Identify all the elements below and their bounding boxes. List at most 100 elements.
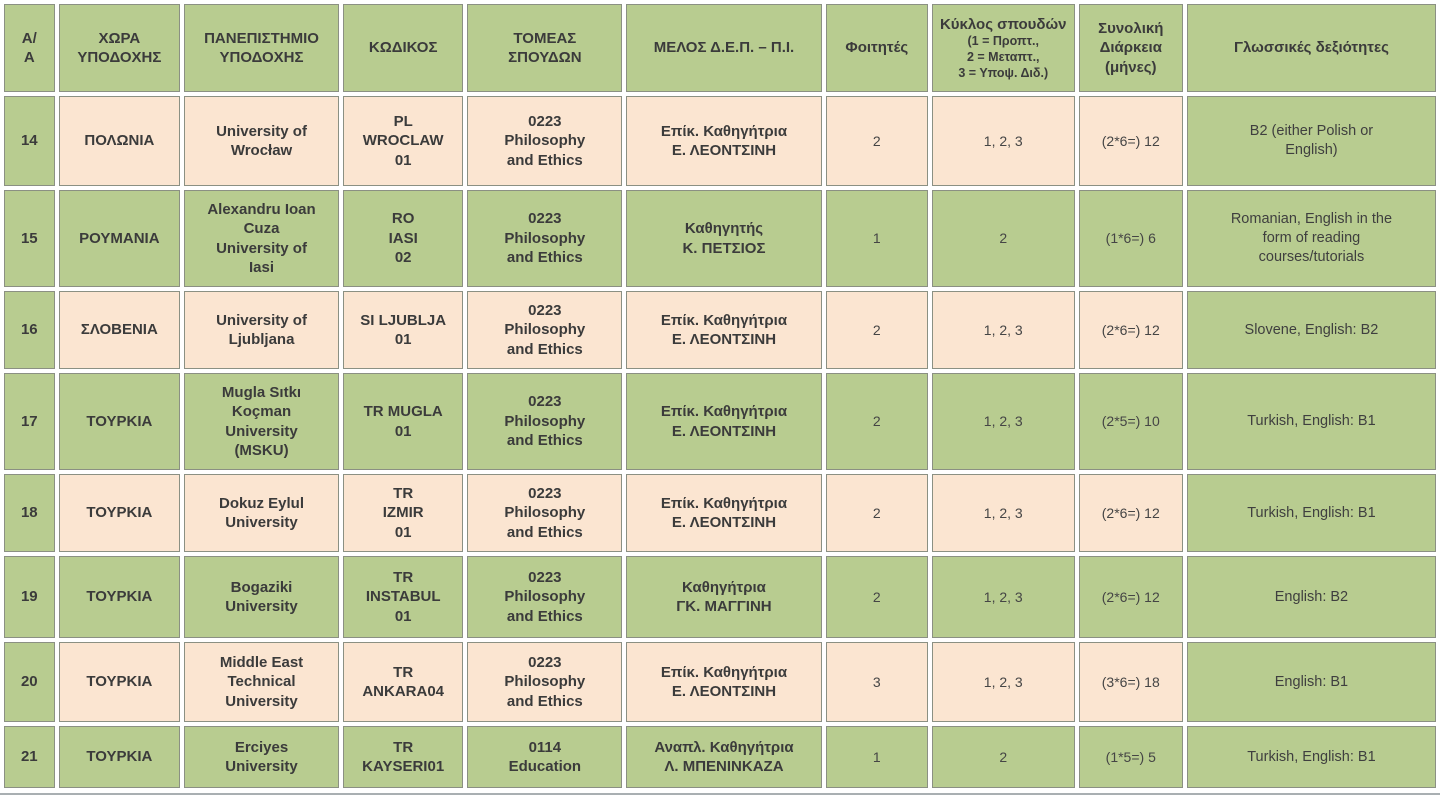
column-header-cycle: Κύκλος σπουδών (1 = Προπτ., 2 = Μεταπτ., … [931, 4, 1075, 92]
cell-cycle: 1, 2, 3 [931, 291, 1075, 369]
cell-university: Middle East Technical University [184, 642, 339, 722]
cell-languages: Slovene, English: B2 [1186, 291, 1436, 369]
cell-university: Erciyes University [184, 726, 339, 788]
cell-duration: (1*5=) 5 [1078, 726, 1183, 788]
cell-sector: 0223 Philosophy and Ethics [467, 642, 623, 722]
cell-member: Αναπλ. Καθηγήτρια Λ. ΜΠΕΝΙΝΚΑΖΑ [626, 726, 822, 788]
column-header-sector: ΤΟΜΕΑΣ ΣΠΟΥΔΩΝ [467, 4, 623, 92]
cell-aa: 18 [4, 474, 55, 552]
cell-code: TR INSTABUL 01 [342, 556, 464, 638]
column-header-label: ΧΩΡΑ ΥΠΟΔΟΧΗΣ [77, 29, 162, 67]
cell-university: Alexandru Ioan Cuza University of Iasi [184, 190, 339, 287]
cell-code: TR KAYSERI01 [342, 726, 464, 788]
cell-languages: B2 (either Polish or English) [1186, 96, 1436, 186]
cell-cycle: 1, 2, 3 [931, 642, 1075, 722]
column-header-code: ΚΩΔΙΚΟΣ [342, 4, 464, 92]
cell-member: Επίκ. Καθηγήτρια Ε. ΛΕΟΝΤΣΙΝΗ [626, 642, 822, 722]
cell-aa: 14 [4, 96, 55, 186]
cell-aa: 19 [4, 556, 55, 638]
cell-member: Επίκ. Καθηγήτρια Ε. ΛΕΟΝΤΣΙΝΗ [626, 291, 822, 369]
cell-country: ΤΟΥΡΚΙΑ [58, 474, 181, 552]
cell-cycle: 1, 2, 3 [931, 373, 1075, 470]
cell-university: Dokuz Eylul University [184, 474, 339, 552]
column-header-country: ΧΩΡΑ ΥΠΟΔΟΧΗΣ [58, 4, 181, 92]
cell-students: 3 [825, 642, 928, 722]
cell-languages: Turkish, English: B1 [1186, 373, 1436, 470]
table-row-14: 14 ΠΟΛΩΝΙΑ University of Wrocław PL WROCLAW… [4, 96, 1436, 186]
cell-aa: 15 [4, 190, 55, 287]
table-row-17: 17 ΤΟΥΡΚΙΑ Mugla Sıtkı Koçman University (… [4, 373, 1436, 470]
column-header-label: ΤΟΜΕΑΣ ΣΠΟΥΔΩΝ [508, 29, 582, 67]
cell-sector: 0223 Philosophy and Ethics [467, 96, 623, 186]
cell-university: University of Wrocław [184, 96, 339, 186]
cell-languages: Turkish, English: B1 [1186, 474, 1436, 552]
column-header-sublabel: (1 = Προπτ., 2 = Μεταπτ., 3 = Υποψ. Διδ.… [958, 34, 1049, 80]
cell-students: 2 [825, 373, 928, 470]
column-header-label: Φοιτητές [845, 39, 909, 57]
cell-students: 2 [825, 556, 928, 638]
column-header-languages: Γλωσσικές δεξιότητες [1186, 4, 1436, 92]
cell-country: ΡΟΥΜΑΝΙΑ [58, 190, 181, 287]
cell-duration: (1*6=) 6 [1078, 190, 1183, 287]
column-header-label: ΚΩΔΙΚΟΣ [368, 39, 438, 57]
cell-aa: 17 [4, 373, 55, 470]
cell-country: ΤΟΥΡΚΙΑ [58, 726, 181, 788]
column-header-university: ΠΑΝΕΠΙΣΤΗΜΙΟ ΥΠΟΔΟΧΗΣ [184, 4, 339, 92]
cell-country: ΣΛΟΒΕΝΙΑ [58, 291, 181, 369]
cell-university: Bogaziki University [184, 556, 339, 638]
cell-duration: (2*6=) 12 [1078, 96, 1183, 186]
column-header-duration: Συνολική Διάρκεια (μήνες) [1078, 4, 1183, 92]
column-header-label: Γλωσσικές δεξιότητες [1233, 39, 1389, 57]
column-header-label: Συνολική Διάρκεια (μήνες) [1098, 19, 1164, 76]
cell-students: 1 [825, 190, 928, 287]
column-header-students: Φοιτητές [825, 4, 928, 92]
cell-aa: 20 [4, 642, 55, 722]
cell-duration: (2*6=) 12 [1078, 474, 1183, 552]
cell-code: TR IZMIR 01 [342, 474, 464, 552]
cell-code: PL WROCLAW 01 [342, 96, 464, 186]
column-header-label: Κύκλος σπουδών [939, 15, 1067, 33]
column-header-label: Α/ Α [21, 29, 37, 67]
cell-member: Καθηγήτρια ΓΚ. ΜΑΓΓΙΝΗ [626, 556, 822, 638]
cell-country: ΤΟΥΡΚΙΑ [58, 642, 181, 722]
cell-sector: 0223 Philosophy and Ethics [467, 373, 623, 470]
cell-member: Επίκ. Καθηγήτρια Ε. ΛΕΟΝΤΣΙΝΗ [626, 96, 822, 186]
cell-sector: 0223 Philosophy and Ethics [467, 291, 623, 369]
cell-duration: (2*6=) 12 [1078, 291, 1183, 369]
cell-code: TR ANKARA04 [342, 642, 464, 722]
cell-code: RO IASI 02 [342, 190, 464, 287]
cell-cycle: 1, 2, 3 [931, 556, 1075, 638]
cell-languages: English: B2 [1186, 556, 1436, 638]
cell-duration: (3*6=) 18 [1078, 642, 1183, 722]
cell-cycle: 1, 2, 3 [931, 96, 1075, 186]
cell-sector: 0223 Philosophy and Ethics [467, 556, 623, 638]
cell-students: 2 [825, 291, 928, 369]
column-header-label: ΜΕΛΟΣ Δ.Ε.Π. – Π.Ι. [653, 39, 795, 57]
column-header-aa: Α/ Α [4, 4, 55, 92]
cell-member: Καθηγητής Κ. ΠΕΤΣΙΟΣ [626, 190, 822, 287]
cell-students: 2 [825, 96, 928, 186]
header-row: Α/ Α ΧΩΡΑ ΥΠΟΔΟΧΗΣ ΠΑΝΕΠΙΣΤΗΜΙΟ ΥΠΟΔΟΧΗΣ ΚΩ… [4, 4, 1436, 92]
cell-languages: Romanian, English in the form of reading… [1186, 190, 1436, 287]
cell-country: ΠΟΛΩΝΙΑ [58, 96, 181, 186]
cell-university: Mugla Sıtkı Koçman University (MSKU) [184, 373, 339, 470]
cell-students: 2 [825, 474, 928, 552]
cell-duration: (2*5=) 10 [1078, 373, 1183, 470]
table-row-20: 20 ΤΟΥΡΚΙΑ Middle East Technical Universit… [4, 642, 1436, 722]
table-row-18: 18 ΤΟΥΡΚΙΑ Dokuz Eylul University TR IZMIR … [4, 474, 1436, 552]
column-header-member: ΜΕΛΟΣ Δ.Ε.Π. – Π.Ι. [626, 4, 822, 92]
cell-languages: English: B1 [1186, 642, 1436, 722]
cell-member: Επίκ. Καθηγήτρια Ε. ΛΕΟΝΤΣΙΝΗ [626, 474, 822, 552]
cell-cycle: 2 [931, 190, 1075, 287]
cell-cycle: 2 [931, 726, 1075, 788]
cell-cycle: 1, 2, 3 [931, 474, 1075, 552]
table-row-19: 19 ΤΟΥΡΚΙΑ Bogaziki University TR INSTABUL … [4, 556, 1436, 638]
bottom-divider [0, 793, 1440, 795]
table-row-16: 16 ΣΛΟΒΕΝΙΑ University of Ljubljana SI LJUB… [4, 291, 1436, 369]
column-header-label: ΠΑΝΕΠΙΣΤΗΜΙΟ ΥΠΟΔΟΧΗΣ [204, 29, 319, 67]
cell-sector: 0114 Education [467, 726, 623, 788]
cell-students: 1 [825, 726, 928, 788]
cell-university: University of Ljubljana [184, 291, 339, 369]
cell-member: Επίκ. Καθηγήτρια Ε. ΛΕΟΝΤΣΙΝΗ [626, 373, 822, 470]
table-body: 14 ΠΟΛΩΝΙΑ University of Wrocław PL WROCLAW… [4, 96, 1436, 788]
